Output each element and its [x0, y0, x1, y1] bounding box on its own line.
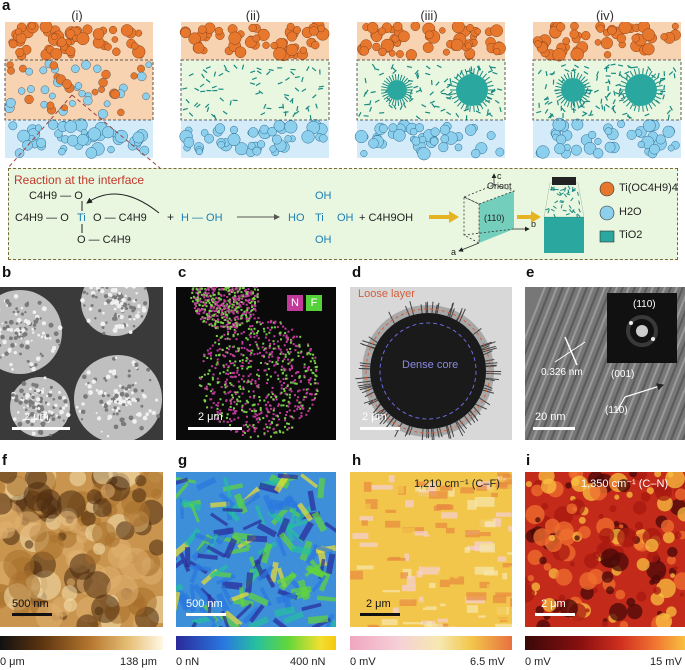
axis-b: b	[531, 219, 536, 229]
hrtem-image: (110) 0.326 nm (001) (110) 20 nm	[525, 287, 685, 440]
scale-text-f: 500 nm	[12, 598, 49, 610]
direction-001-label: (001)	[611, 369, 635, 380]
band-label-h: 1,210 cm⁻¹ (C–F)	[414, 478, 500, 490]
scale-text-d: 2 μm	[362, 411, 387, 423]
panel-c-label: c	[178, 264, 187, 281]
product-left-ho: HO	[288, 212, 305, 224]
stage-label-i: (i)	[71, 8, 83, 23]
reactant-top-group: C4H9 — O	[29, 190, 83, 202]
colorbar-f-max: 138 μm	[120, 656, 157, 668]
zoom-lines	[7, 94, 161, 169]
panel-a-label: a	[2, 0, 11, 14]
scale-text-g: 500 nm	[186, 598, 223, 610]
scale-bar-e	[533, 427, 575, 430]
reaction-box-title: Reaction at the interface	[14, 173, 145, 187]
reactant-bottom-group: O — C4H9	[77, 234, 131, 246]
scale-text-e: 20 nm	[535, 411, 566, 423]
scale-bar-b	[12, 427, 70, 430]
stage-label-ii: (ii)	[245, 8, 261, 23]
stage-1	[4, 22, 154, 159]
scale-bar-h	[360, 613, 400, 616]
panel-i-label: i	[526, 452, 531, 469]
legend-h2o-label: H2O	[619, 206, 642, 218]
reactant-center-ti: Ti	[77, 212, 86, 224]
stage-4	[532, 22, 682, 159]
scale-text-c: 2 μm	[198, 411, 223, 423]
direction-110-label: (110)	[605, 405, 628, 416]
d-spacing-label: 0.326 nm	[541, 367, 583, 378]
interface-stages-illustration	[4, 22, 682, 161]
scale-bar-i	[535, 613, 575, 616]
legend-n: N	[287, 295, 303, 311]
scale-text-i: 2 μm	[541, 598, 566, 610]
ir-map-cn: 1,350 cm⁻¹ (C–N) 2 μm	[525, 472, 685, 627]
colorbar-g-max: 400 nN	[290, 656, 326, 668]
scale-text-h: 2 μm	[366, 598, 391, 610]
colorbar-i-min: 0 mV	[525, 656, 551, 668]
stage-3	[354, 22, 506, 161]
colorbar-f	[0, 636, 163, 650]
colorbar-i-max: 15 mV	[650, 656, 682, 668]
yellow-arrow-2	[517, 211, 541, 223]
ir-map-cf: 1,210 cm⁻¹ (C–F) 2 μm	[350, 472, 512, 627]
axis-c: c	[497, 171, 502, 181]
stage-label-iv: (iv)	[595, 8, 615, 23]
yellow-arrow-1	[429, 211, 459, 223]
scale-bar-g	[186, 613, 226, 616]
product-top-oh: OH	[315, 190, 332, 202]
facet-label: (110)	[484, 213, 504, 223]
byproduct: + C4H9OH	[359, 212, 413, 224]
scale-bar-d	[360, 427, 400, 430]
scale-bar-c	[188, 427, 242, 430]
reaction-box: Reaction at the interface C4H9 — O C4H9 …	[8, 168, 678, 260]
panel-f-label: f	[2, 452, 7, 469]
panel-h-label: h	[352, 452, 362, 469]
product-center-ti: Ti	[315, 212, 324, 224]
axis-a: a	[451, 247, 456, 257]
panel-b-label: b	[2, 264, 12, 281]
panel-d-label: d	[352, 264, 362, 281]
product-bottom-oh: OH	[315, 234, 332, 246]
reactant-right-group: O — C4H9	[93, 212, 147, 224]
force-map: 500 nm	[176, 472, 336, 627]
stage-2	[179, 22, 330, 158]
product-right-oh: OH	[337, 212, 354, 224]
sem-image: 2 μm	[0, 287, 163, 440]
tem-image: Loose layer Dense core 2 μm	[350, 287, 512, 440]
scale-bar-f	[12, 613, 52, 616]
legend-ti-label: Ti(OC4H9)4	[619, 182, 678, 194]
panel-g-label: g	[178, 452, 188, 469]
colorbar-g-min: 0 nN	[176, 656, 200, 668]
colorbar-h	[350, 636, 512, 650]
fft-inset: (110)	[607, 293, 677, 363]
eds-map: N F 2 μm	[176, 287, 336, 440]
afm-height-map: 500 nm	[0, 472, 163, 627]
colorbar-g	[176, 636, 336, 650]
reaction-scheme: C4H9 — O C4H9 — O Ti O — C4H9 O — C4H9 +…	[15, 171, 615, 257]
plus-sign: +	[167, 210, 174, 224]
stage-label-iii: (iii)	[420, 8, 438, 23]
colorbar-f-min: 0 μm	[0, 656, 25, 668]
scale-text-b: 2 μm	[24, 411, 49, 423]
loose-layer-label: Loose layer	[358, 288, 415, 300]
water-molecule: H — OH	[181, 212, 223, 224]
fft-label: (110)	[633, 299, 656, 310]
orient-label: Orient	[487, 181, 512, 191]
colorbar-i	[525, 636, 685, 650]
colorbar-h-max: 6.5 mV	[470, 656, 505, 668]
dense-core-label: Dense core	[402, 359, 459, 371]
reactant-left-group: C4H9 — O	[15, 212, 69, 224]
legend-tio2-label: TiO2	[619, 229, 643, 241]
colorbar-h-min: 0 mV	[350, 656, 376, 668]
panel-e-label: e	[526, 264, 535, 281]
band-label-i: 1,350 cm⁻¹ (C–N)	[581, 478, 669, 490]
legend-f: F	[306, 295, 322, 311]
